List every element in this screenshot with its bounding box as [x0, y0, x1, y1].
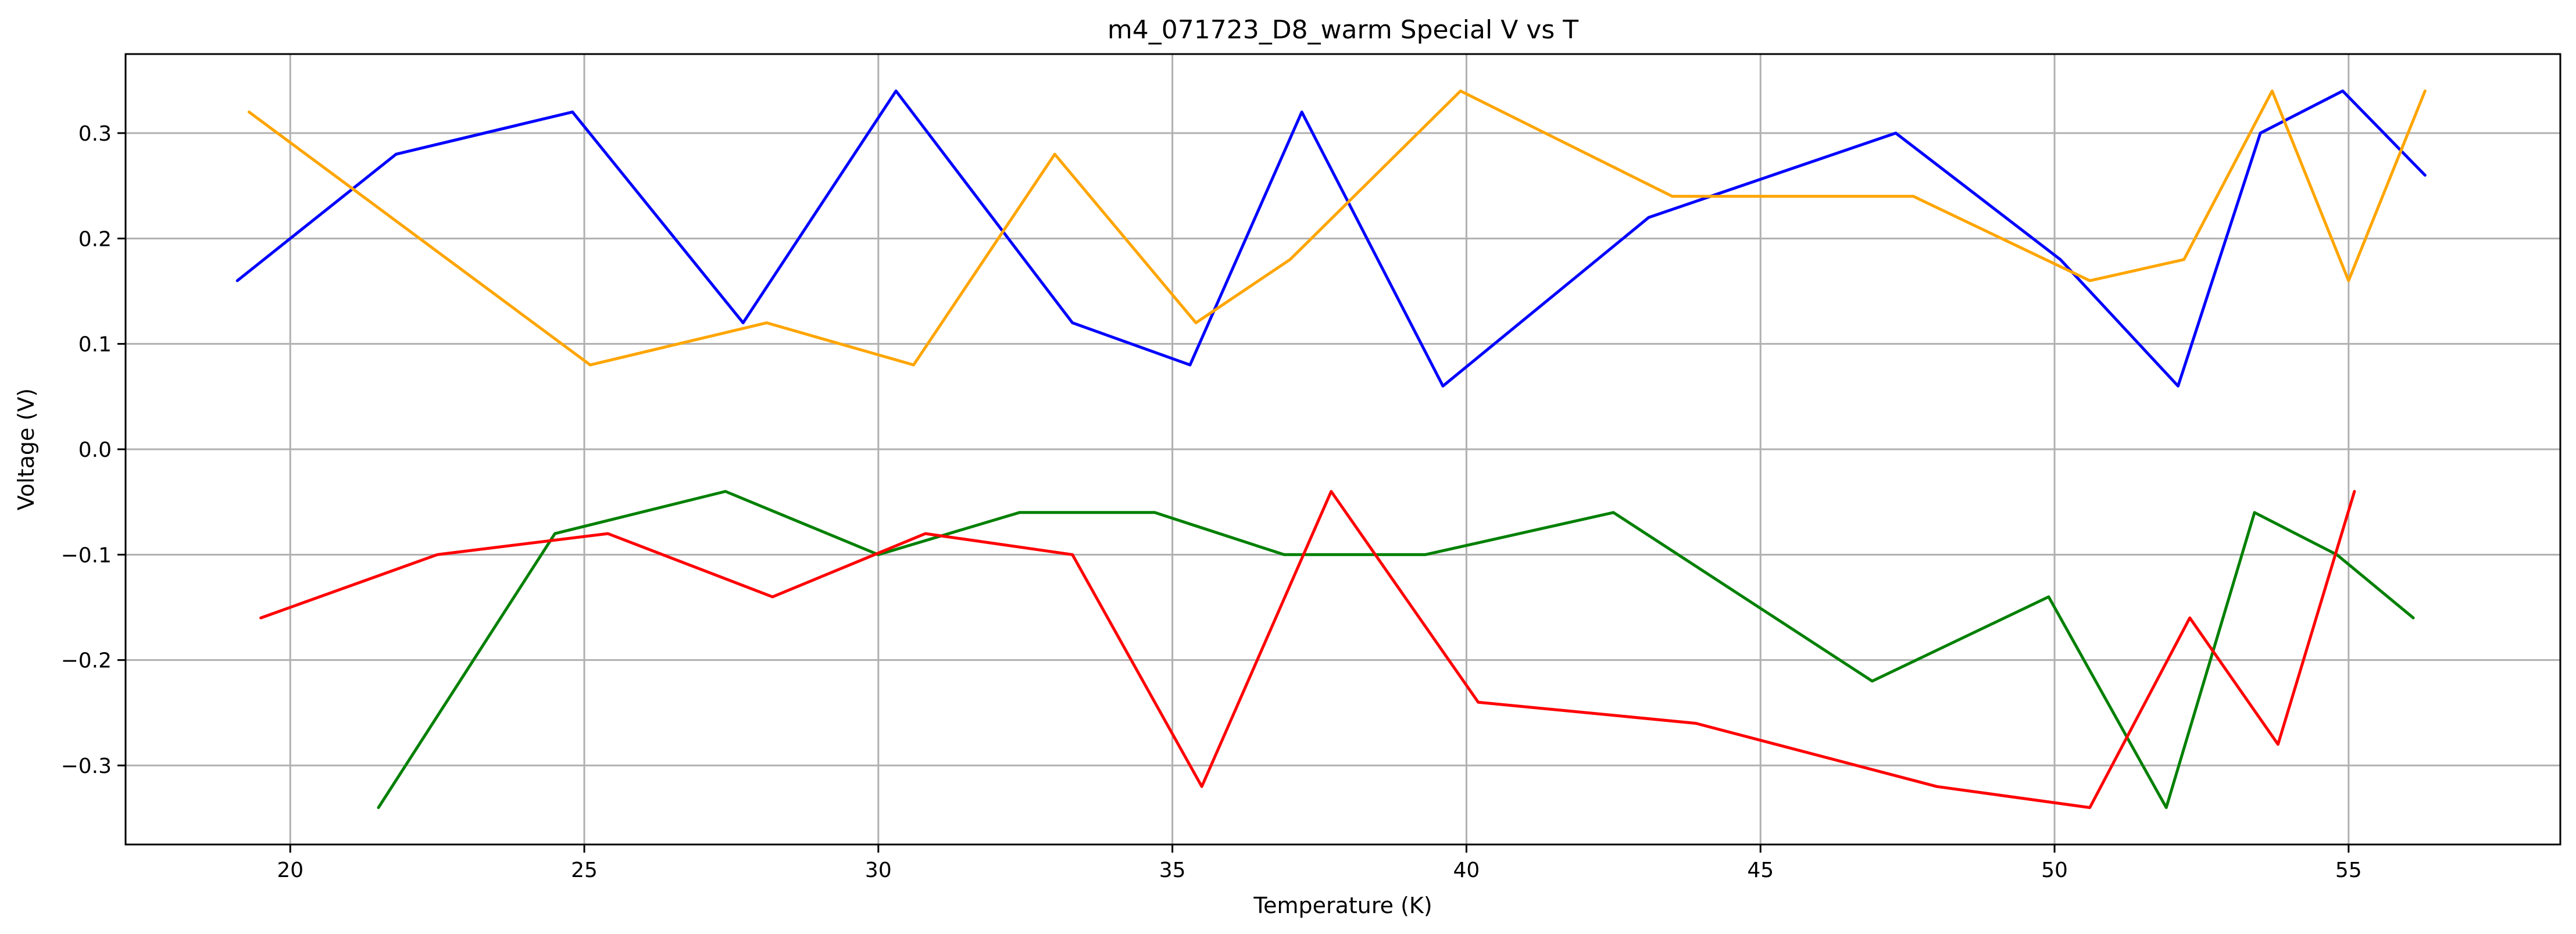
y-tick-label: −0.2 [61, 649, 112, 673]
series-line-2 [247, 90, 2427, 367]
series-layer [235, 90, 2427, 809]
series-line-3 [377, 490, 2415, 809]
y-tick-label: 0.0 [78, 438, 112, 462]
x-tick-label: 20 [277, 858, 303, 882]
chart-title: m4_071723_D8_warm Special V vs T [1107, 15, 1578, 45]
x-tick-label: 35 [1159, 858, 1186, 882]
series-line-1 [235, 90, 2427, 388]
y-tick-label: −0.3 [61, 754, 112, 778]
y-tick-label: −0.1 [61, 543, 112, 567]
tick-layer: 20 25 30 35 40 45 50 55 −0.3 −0.2 −0.1 0.0 0.1 0.2 0.3 [61, 122, 2362, 882]
y-tick-label: 0.2 [78, 227, 112, 251]
y-tick-label: 0.1 [78, 333, 112, 357]
x-axis-label: Temperature (K) [1253, 893, 1432, 918]
x-tick-label: 40 [1453, 858, 1480, 882]
x-tick-label: 50 [2041, 858, 2068, 882]
y-axis-label: Voltage (V) [13, 388, 39, 510]
x-tick-label: 30 [865, 858, 892, 882]
grid-layer [126, 54, 2560, 844]
series-line-4 [259, 490, 2356, 809]
x-tick-label: 55 [2335, 858, 2362, 882]
y-tick-label: 0.3 [78, 122, 112, 146]
x-tick-label: 25 [571, 858, 598, 882]
x-tick-label: 45 [1747, 858, 1774, 882]
